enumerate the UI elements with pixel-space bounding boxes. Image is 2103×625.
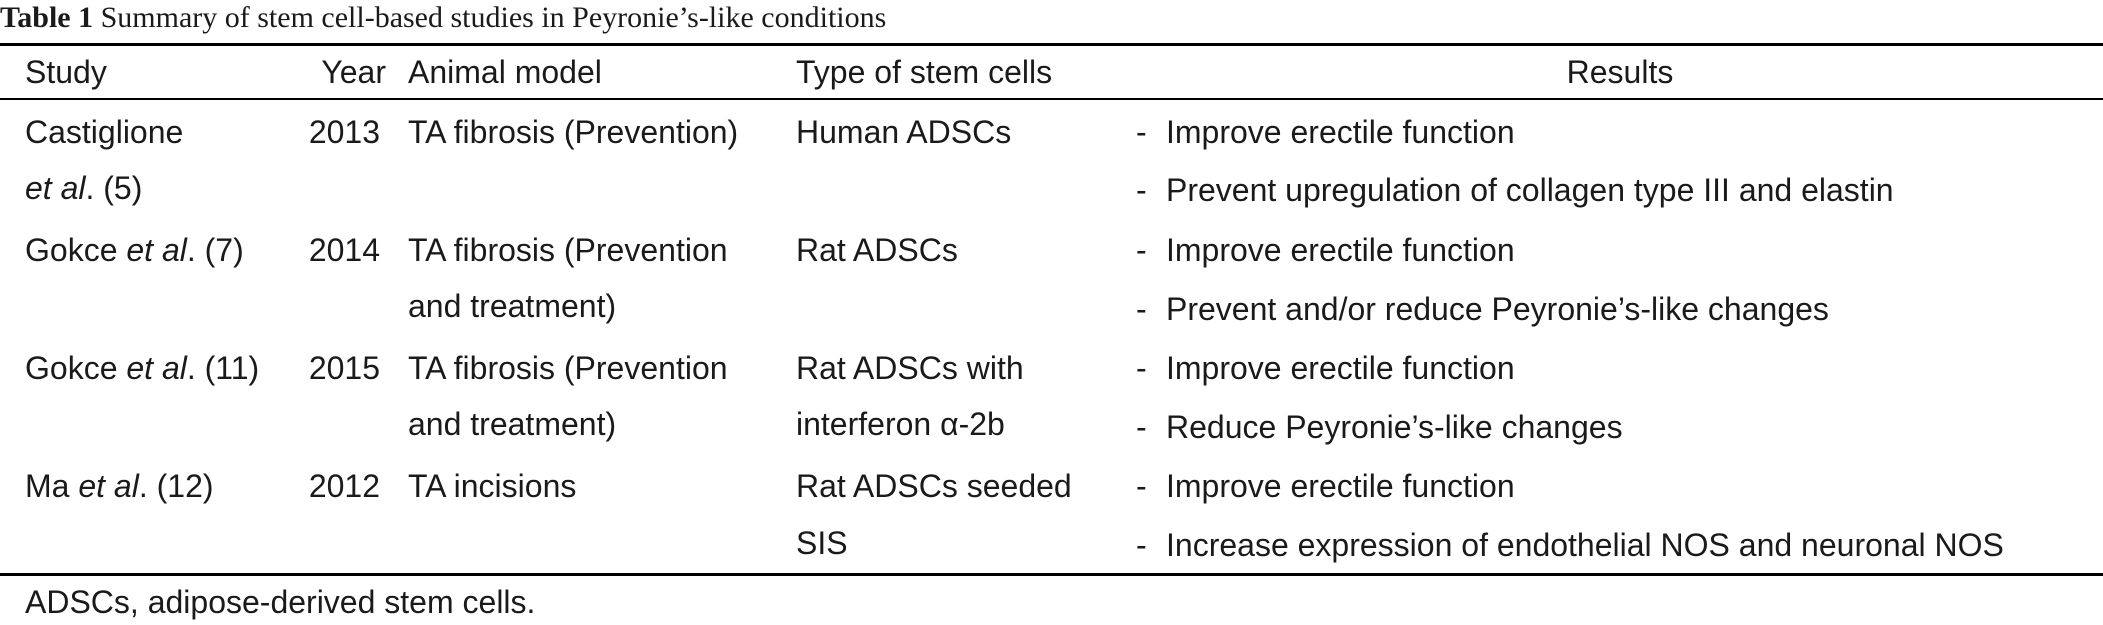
header-study: Study (25, 54, 107, 90)
header-rule (0, 98, 2103, 100)
result-item: Prevent and/or reduce Peyronie’s-like ch… (1166, 291, 1829, 327)
result-bullet: - (1136, 468, 1147, 504)
author: Gokce (25, 232, 127, 268)
ref: . (5) (85, 170, 143, 206)
type-cell: Rat ADSCs seeded (796, 468, 1072, 504)
result-item: Improve erectile function (1166, 232, 1515, 268)
et-al: et al (126, 350, 187, 386)
result-item: Increase expression of endothelial NOS a… (1166, 527, 2004, 563)
result-bullet: - (1136, 409, 1147, 445)
result-bullet: - (1136, 172, 1147, 208)
model-cell-cont: and treatment) (408, 288, 617, 324)
type-cell-cont: SIS (796, 525, 848, 561)
study-cell-cont: et al. (5) (25, 169, 142, 207)
result-item: Improve erectile function (1166, 114, 1515, 150)
study-cell: Gokce et al. (11) (25, 349, 259, 387)
et-al: et al (25, 170, 86, 206)
et-al: et al (126, 232, 187, 268)
result-item: Improve erectile function (1166, 468, 1515, 504)
author: Gokce (25, 350, 127, 386)
model-cell: TA fibrosis (Prevention (408, 350, 728, 386)
model-cell: TA fibrosis (Prevention (408, 232, 728, 268)
year-cell: 2012 (308, 468, 380, 504)
header-results: Results (1566, 54, 1674, 90)
model-cell: TA fibrosis (Prevention) (408, 114, 739, 150)
type-cell: Rat ADSCs (796, 232, 958, 268)
result-bullet: - (1136, 291, 1147, 327)
table-footnote: ADSCs, adipose-derived stem cells. (25, 584, 536, 620)
study-cell: Ma et al. (12) (25, 467, 214, 505)
year-cell: 2015 (308, 350, 380, 386)
ref: . (11) (186, 350, 260, 386)
year-cell: 2013 (308, 114, 380, 150)
result-bullet: - (1136, 114, 1147, 150)
type-cell-cont: interferon α-2b (796, 406, 1005, 442)
result-item: Improve erectile function (1166, 350, 1515, 386)
ref: . (12) (138, 468, 214, 504)
table-label: Table 1 (0, 1, 94, 34)
result-bullet: - (1136, 527, 1147, 563)
result-item: Reduce Peyronie’s-like changes (1166, 409, 1623, 445)
study-cell: Gokce et al. (7) (25, 231, 244, 269)
et-al: et al (78, 468, 139, 504)
table-title: Summary of stem cell-based studies in Pe… (93, 1, 887, 34)
author: Ma (25, 468, 79, 504)
type-cell: Human ADSCs (796, 114, 1012, 150)
result-bullet: - (1136, 232, 1147, 268)
header-year: Year (321, 54, 386, 90)
model-cell-cont: and treatment) (408, 406, 617, 442)
model-cell: TA incisions (408, 468, 577, 504)
ref: . (7) (186, 232, 244, 268)
table-caption: Table 1 Summary of stem cell-based studi… (0, 0, 886, 36)
result-bullet: - (1136, 350, 1147, 386)
header-animal-model: Animal model (408, 54, 602, 90)
header-stem-cell-type: Type of stem cells (796, 54, 1053, 90)
top-rule (0, 43, 2103, 46)
result-item: Prevent upregulation of collagen type II… (1166, 172, 1894, 208)
study-cell: Castiglione (25, 114, 184, 150)
type-cell: Rat ADSCs with (796, 350, 1024, 386)
year-cell: 2014 (308, 232, 380, 268)
bottom-rule (0, 573, 2103, 576)
